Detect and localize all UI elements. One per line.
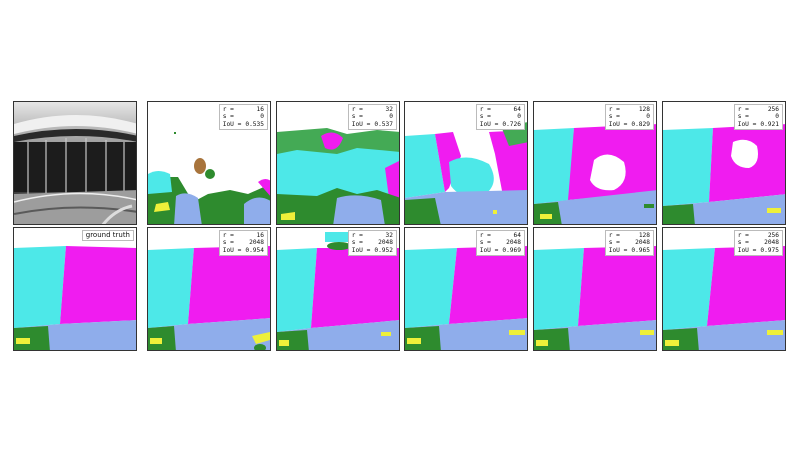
metrics-legend: r = 64 s = 0 IoU = 0.726 <box>475 104 525 131</box>
segmentation-map <box>663 228 785 350</box>
input-photo-image <box>14 102 136 224</box>
bottom-seg-panel-4: r = 128 s = 2048 IoU = 0.965 <box>533 227 657 351</box>
segmentation-map <box>277 102 399 224</box>
top-seg-panel-1: r = 16 s = 0 IoU = 0.535 <box>147 101 271 225</box>
top-seg-panel-5: r = 256 s = 0 IoU = 0.921 <box>662 101 786 225</box>
bottom-seg-panel-3: r = 64 s = 2048 IoU = 0.969 <box>404 227 528 351</box>
segmentation-map <box>534 228 656 350</box>
segmentation-map <box>405 102 527 224</box>
segmentation-map <box>14 228 136 350</box>
segmentation-map <box>534 102 656 224</box>
top-seg-panel-3: r = 64 s = 0 IoU = 0.726 <box>404 101 528 225</box>
metrics-legend: r = 32 s = 0 IoU = 0.537 <box>347 104 397 131</box>
metrics-legend: r = 16 s = 0 IoU = 0.535 <box>218 104 268 131</box>
metrics-legend: r = 128 s = 0 IoU = 0.829 <box>604 104 654 131</box>
segmentation-map <box>663 102 785 224</box>
input-photo-panel <box>13 101 137 225</box>
bottom-seg-panel-5: r = 256 s = 2048 IoU = 0.975 <box>662 227 786 351</box>
ground-truth-label: ground truth <box>81 230 134 241</box>
metrics-legend: r = 32 s = 2048 IoU = 0.952 <box>347 230 397 257</box>
metrics-legend: r = 128 s = 2048 IoU = 0.965 <box>604 230 654 257</box>
bottom-seg-panel-2: r = 32 s = 2048 IoU = 0.952 <box>276 227 400 351</box>
top-seg-panel-4: r = 128 s = 0 IoU = 0.829 <box>533 101 657 225</box>
bottom-seg-panel-1: r = 16 s = 2048 IoU = 0.954 <box>147 227 271 351</box>
metrics-legend: r = 16 s = 2048 IoU = 0.954 <box>218 230 268 257</box>
ground-truth-panel: ground truth <box>13 227 137 351</box>
segmentation-map <box>405 228 527 350</box>
top-seg-panel-2: r = 32 s = 0 IoU = 0.537 <box>276 101 400 225</box>
metrics-legend: r = 256 s = 2048 IoU = 0.975 <box>733 230 783 257</box>
metrics-legend: r = 64 s = 2048 IoU = 0.969 <box>475 230 525 257</box>
metrics-legend: r = 256 s = 0 IoU = 0.921 <box>733 104 783 131</box>
